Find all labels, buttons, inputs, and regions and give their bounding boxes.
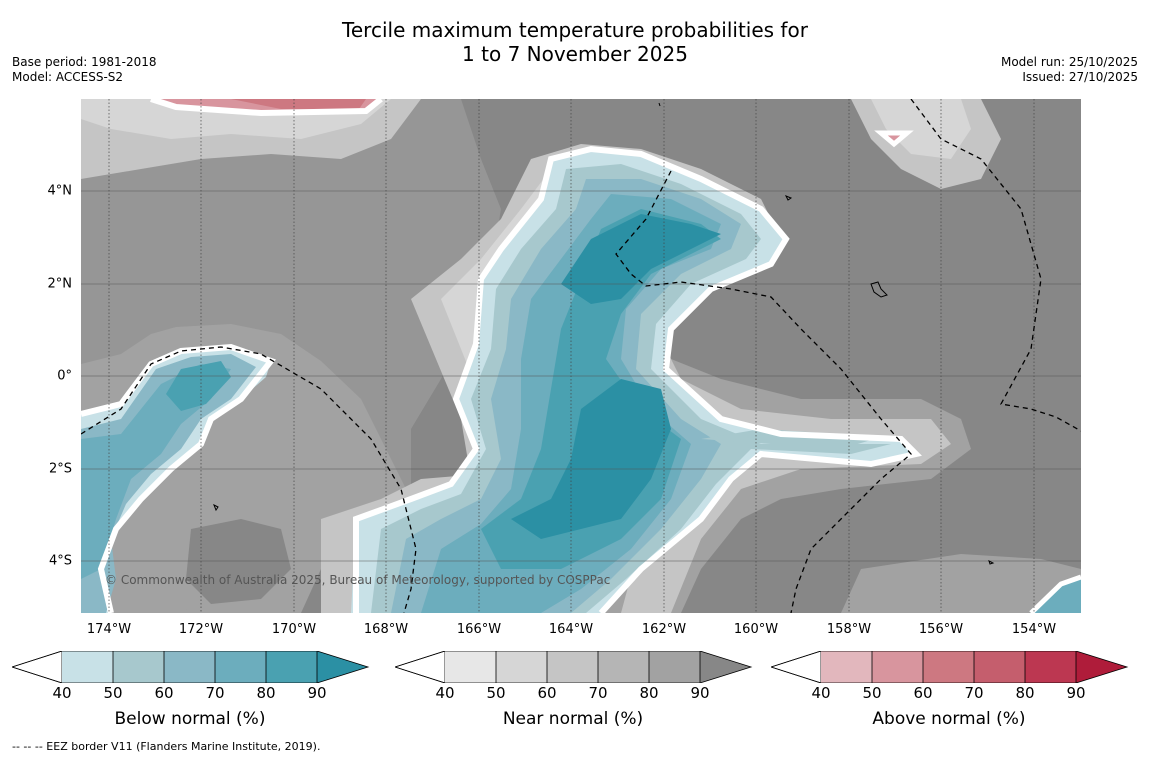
tercile-boundary-central: [353, 145, 922, 613]
meta-right: Model run: 25/10/2025 Issued: 27/10/2025: [1001, 55, 1138, 85]
cb-below-tick-50: 50: [103, 684, 123, 702]
cb-near-tick-90: 90: [690, 684, 710, 702]
tercile-boundary-north: [150, 99, 383, 117]
x-tick-156w: 156°W: [918, 622, 964, 637]
cb-near-swatch-60: [547, 651, 598, 683]
cb-near-title: Near normal (%): [502, 709, 644, 729]
cb-below-tick-80: 80: [256, 684, 276, 702]
cb-below-swatch-40: [62, 651, 113, 683]
x-tick-174w: 174°W: [86, 622, 132, 637]
below-normal-90-central-north: [561, 214, 721, 304]
colorbar-above-normal: [769, 650, 1129, 687]
cb-below-swatch-70: [215, 651, 266, 683]
cb-above-tick-70: 70: [964, 684, 984, 702]
cb-below-swatch-80: [266, 651, 317, 683]
cb-above-swatch-40: [821, 651, 872, 683]
tercile-boundary-west: [81, 343, 276, 613]
cb-above-tick-80: 80: [1015, 684, 1035, 702]
x-tick-166w: 166°W: [456, 622, 502, 637]
cb-below-tick-40: 40: [52, 684, 72, 702]
model-name: Model: ACCESS-S2: [12, 70, 124, 84]
cb-below-tick-70: 70: [205, 684, 225, 702]
near-normal-80-band: [81, 99, 501, 613]
below-normal-60-west: [81, 354, 256, 613]
y-tick-4n: 4°N: [47, 183, 73, 199]
issued-date: Issued: 27/10/2025: [1022, 70, 1138, 84]
y-tick-2s: 2°S: [48, 461, 72, 477]
cb-below-tick-60: 60: [154, 684, 174, 702]
islands: [213, 102, 995, 565]
cb-near-swatch-80: [649, 651, 700, 683]
x-tick-160w: 160°W: [733, 622, 779, 637]
near-normal-80-southeast: [841, 554, 1081, 613]
eez-borders: [81, 99, 1081, 613]
below-normal-90-central-south: [511, 379, 671, 539]
map-title: Tercile maximum temperature probabilitie…: [0, 18, 1150, 66]
x-tick-154w: 154°W: [1011, 622, 1057, 637]
copyright-notice: © Commonwealth of Australia 2025, Bureau…: [105, 573, 611, 587]
x-tick-158w: 158°W: [826, 622, 872, 637]
gridlines: [108, 99, 1035, 613]
below-normal-80-central: [481, 209, 721, 569]
cb-above-swatch-70: [974, 651, 1025, 683]
base-period: Base period: 1981-2018: [12, 55, 157, 69]
cb-below-title: Below normal (%): [114, 709, 266, 729]
x-tick-162w: 162°W: [641, 622, 687, 637]
cb-above-title: Above normal (%): [872, 709, 1026, 729]
latitude-lines: [81, 190, 1081, 562]
title-line-2: 1 to 7 November 2025: [462, 42, 688, 66]
x-tick-164w: 164°W: [548, 622, 594, 637]
cb-above-tick-90: 90: [1066, 684, 1086, 702]
cb-above-tick-50: 50: [862, 684, 882, 702]
cb-above-tick-60: 60: [913, 684, 933, 702]
map-svg: [81, 99, 1081, 613]
cb-above-tick-40: 40: [811, 684, 831, 702]
colorbar-below-normal: [10, 650, 370, 687]
cb-near-tick-60: 60: [537, 684, 557, 702]
x-tick-172w: 172°W: [178, 622, 224, 637]
cb-above-swatch-60: [923, 651, 974, 683]
y-tick-0: 0°: [57, 368, 72, 384]
meta-left: Base period: 1981-2018 Model: ACCESS-S2: [12, 55, 157, 85]
model-run: Model run: 25/10/2025: [1000, 55, 1138, 69]
title-line-1: Tercile maximum temperature probabilitie…: [342, 18, 808, 42]
cb-above-swatch-90: [1076, 651, 1127, 683]
cb-below-swatch-90: [317, 651, 368, 683]
cb-near-swatch-90: [700, 651, 751, 683]
cb-near-tick-50: 50: [486, 684, 506, 702]
near-normal-90-south-patch: [186, 519, 291, 604]
probability-map: [81, 99, 1081, 613]
cb-below-tick-90: 90: [307, 684, 327, 702]
cb-below-swatch-50: [113, 651, 164, 683]
cb-near-swatch-40: [445, 651, 496, 683]
cb-near-swatch-50: [496, 651, 547, 683]
cb-above-swatch-80: [1025, 651, 1076, 683]
cb-below-swatch-60: [164, 651, 215, 683]
x-tick-170w: 170°W: [271, 622, 317, 637]
tercile-boundary-southeast: [1029, 574, 1081, 613]
cb-near-tick-70: 70: [588, 684, 608, 702]
near-normal-60-northeast: [871, 99, 971, 159]
x-tick-168w: 168°W: [363, 622, 409, 637]
colorbar-near-normal: [393, 650, 753, 687]
y-tick-4s: 4°S: [48, 553, 72, 569]
y-tick-2n: 2°N: [47, 276, 73, 292]
cb-near-tick-80: 80: [639, 684, 659, 702]
cb-above-swatch-50: [872, 651, 923, 683]
eez-footnote: -- -- -- EEZ border V11 (Flanders Marine…: [12, 740, 321, 753]
above-normal-60-north: [231, 99, 366, 109]
cb-near-tick-40: 40: [435, 684, 455, 702]
cb-near-swatch-70: [598, 651, 649, 683]
below-normal-80-west-core: [166, 361, 231, 411]
above-normal-northeast-patch: [874, 130, 914, 148]
